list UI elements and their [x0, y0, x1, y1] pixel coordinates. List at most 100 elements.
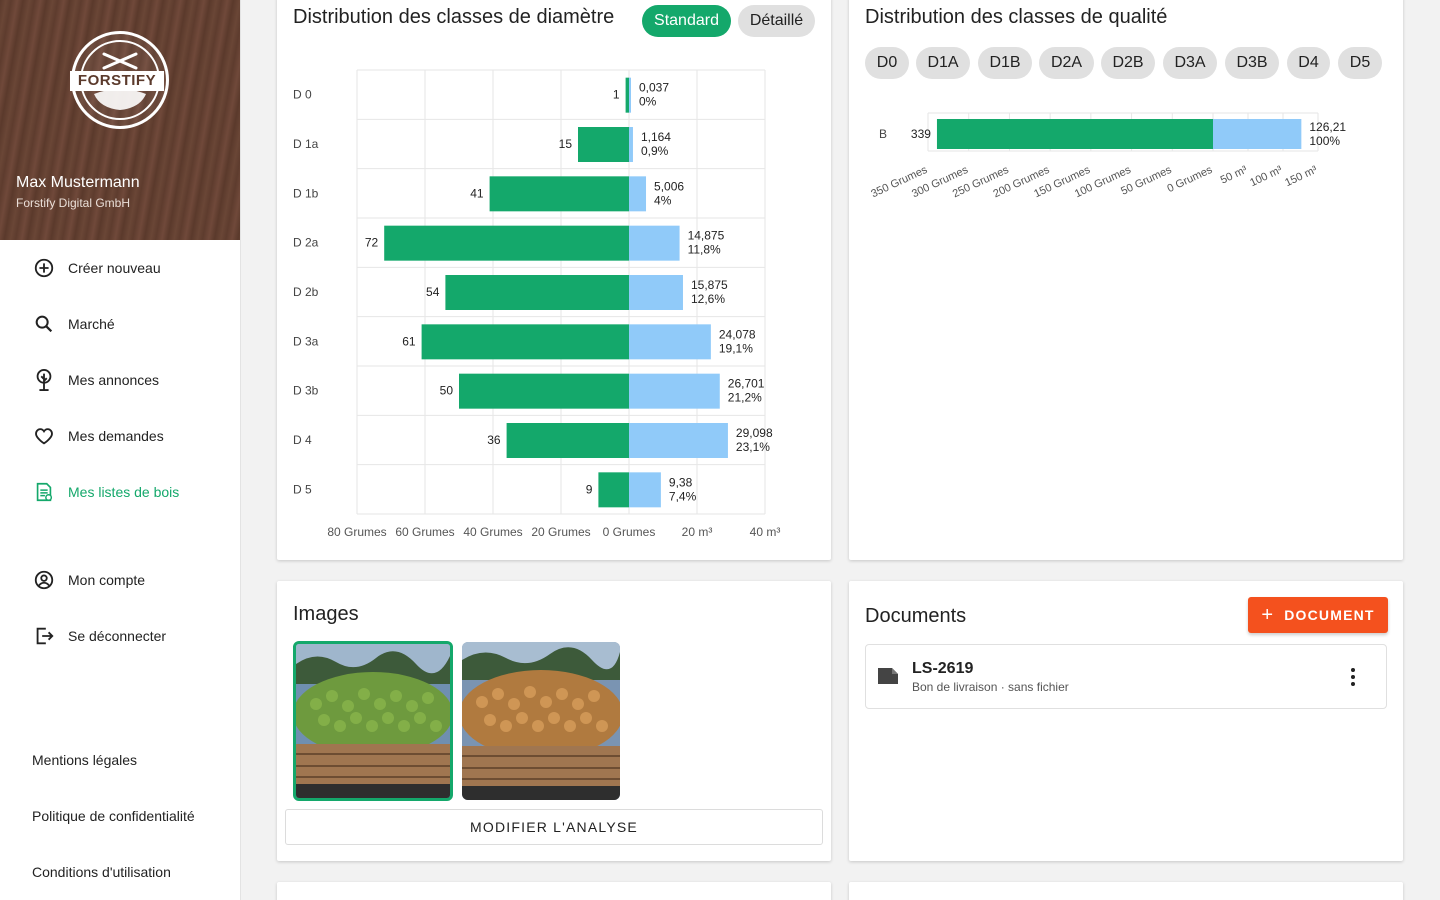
nav-label: Mes listes de bois [68, 484, 180, 500]
images-card: Images [277, 581, 831, 861]
category-label: D 1a [293, 137, 319, 151]
volume-label: 9,38 [669, 475, 693, 489]
volume-label: 26,701 [728, 377, 765, 391]
log-pile-image-1[interactable] [293, 641, 453, 801]
category-label: D 2b [293, 285, 319, 299]
document-subtitle: Bon de livraison · sans fichier [912, 680, 1069, 694]
volume-label: 14,875 [688, 229, 725, 243]
percent-label: 100% [1309, 134, 1340, 148]
x-tick-label: 100 m³ [1248, 164, 1284, 189]
bar-volume [629, 77, 631, 113]
quality-chip-d4[interactable]: D4 [1287, 47, 1330, 79]
x-tick-label: 60 Grumes [395, 525, 454, 539]
nav-my-wood-lists[interactable]: Mes listes de bois [32, 480, 179, 504]
bar-log-count [598, 472, 629, 508]
nav-create-new[interactable]: Créer nouveau [32, 256, 161, 280]
bar-volume [629, 225, 680, 261]
count-label: 54 [426, 285, 440, 299]
bar-volume [629, 275, 683, 310]
quality-chip-d2a[interactable]: D2A [1039, 47, 1094, 79]
tree-icon [32, 368, 56, 392]
documents-card-title: Documents [865, 605, 967, 627]
nav-label: Créer nouveau [68, 260, 161, 276]
toggle-detailed[interactable]: Détaillé [738, 5, 815, 37]
nav-logout[interactable]: Se déconnecter [32, 624, 166, 648]
category-label: D 2a [293, 236, 319, 250]
documents-card: Documents + DOCUMENT LS-2619 Bon de livr… [849, 581, 1403, 861]
volume-label: 24,078 [719, 327, 756, 341]
plus-icon: + [1261, 604, 1275, 626]
wood-list-icon [32, 480, 56, 504]
sidebar: FORSTIFY Max Mustermann Forstify Digital… [0, 0, 241, 900]
crossed-axes-icon [94, 52, 146, 110]
footer-privacy-policy[interactable]: Politique de confidentialité [32, 808, 195, 824]
account-circle-icon [32, 568, 56, 592]
category-label: D 4 [293, 433, 312, 447]
quality-chip-d5[interactable]: D5 [1338, 47, 1382, 79]
x-tick-label: 150 m³ [1283, 164, 1319, 189]
bar-volume [1213, 119, 1302, 149]
log-pile-picture-green [296, 644, 450, 798]
x-tick-label: 20 Grumes [531, 525, 590, 539]
logo-wordmark: FORSTIFY [70, 71, 164, 91]
percent-label: 21,2% [728, 391, 762, 405]
nav-label: Mes annonces [68, 372, 160, 388]
count-label: 41 [470, 186, 484, 200]
modify-analysis-button[interactable]: MODIFIER L'ANALYSE [285, 809, 823, 845]
toggle-standard[interactable]: Standard [642, 5, 731, 37]
percent-label: 19,1% [719, 341, 753, 355]
category-label: D 3a [293, 334, 319, 348]
percent-label: 12,6% [691, 292, 725, 306]
volume-label: 0,037 [639, 81, 669, 95]
footer-terms-of-use[interactable]: Conditions d'utilisation [32, 864, 171, 880]
quality-chip-d1a[interactable]: D1A [916, 47, 970, 79]
diameter-distribution-card: Distribution des classes de diamètre Sta… [277, 0, 831, 560]
diameter-card-title: Distribution des classes de diamètre [293, 6, 615, 28]
category-label: D 1b [293, 186, 319, 200]
bar-log-count [445, 275, 629, 310]
add-document-button[interactable]: + DOCUMENT [1248, 597, 1388, 633]
category-label: D 3b [293, 384, 319, 398]
category-label: D 0 [293, 88, 312, 102]
nav-my-listings[interactable]: Mes annonces [32, 368, 159, 392]
bar-volume [629, 423, 728, 458]
quality-chip-d3a[interactable]: D3A [1163, 47, 1217, 79]
category-label: D 5 [293, 482, 312, 496]
user-name: Max Mustermann [16, 174, 140, 191]
user-company: Forstify Digital GmbH [16, 196, 131, 210]
percent-label: 0,9% [641, 144, 669, 158]
quality-chip-d0[interactable]: D0 [865, 47, 909, 79]
quality-chip-d3b[interactable]: D3B [1225, 47, 1279, 79]
volume-label: 5,006 [654, 179, 684, 193]
bar-log-count [384, 225, 629, 261]
nav-label: Se déconnecter [68, 628, 167, 644]
percent-label: 0% [639, 95, 657, 109]
count-label: 72 [365, 236, 379, 250]
document-row[interactable]: LS-2619 Bon de livraison · sans fichier [865, 644, 1387, 709]
quality-card-title: Distribution des classes de qualité [865, 6, 1168, 28]
count-label: 36 [487, 433, 501, 447]
quality-chip-d2b[interactable]: D2B [1101, 47, 1155, 79]
file-icon [877, 667, 899, 690]
x-tick-label: 20 m³ [682, 525, 713, 539]
log-pile-image-2[interactable] [462, 642, 620, 800]
nav-market[interactable]: Marché [32, 312, 115, 336]
percent-label: 23,1% [736, 440, 770, 454]
plus-circle-icon [32, 256, 56, 280]
nav-my-requests[interactable]: Mes demandes [32, 424, 164, 448]
volume-label: 15,875 [691, 278, 728, 292]
nav-my-account[interactable]: Mon compte [32, 568, 145, 592]
quality-chip-d1b[interactable]: D1B [978, 47, 1032, 79]
x-tick-label: 40 Grumes [463, 525, 522, 539]
bar-log-count [936, 119, 1213, 149]
x-tick-label: 40 m³ [750, 525, 781, 539]
footer-legal-notice[interactable]: Mentions légales [32, 752, 138, 768]
more-vertical-icon[interactable] [1343, 665, 1363, 689]
nav-label: Mon compte [68, 572, 146, 588]
search-icon [32, 312, 56, 336]
count-label: 339 [911, 127, 931, 141]
add-document-label: DOCUMENT [1284, 607, 1375, 623]
percent-label: 7,4% [669, 489, 697, 503]
